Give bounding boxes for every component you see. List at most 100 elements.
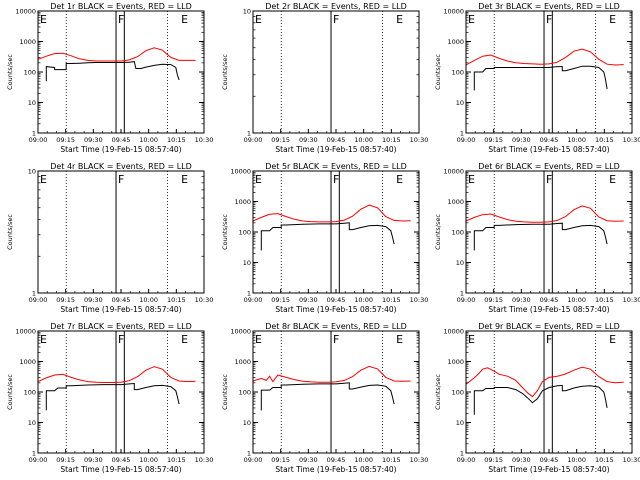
series-events-line <box>45 382 180 411</box>
y-axis-label: Counts/sec <box>6 54 14 90</box>
y-tick-label: 1 <box>460 290 464 298</box>
y-tick-label: 1 <box>460 450 464 458</box>
y-tick-label: 10 <box>243 259 251 267</box>
y-tick-label: 10 <box>28 168 36 176</box>
x-tick-label: 10:30 <box>410 296 429 304</box>
x-tick-label: 10:00 <box>139 456 158 464</box>
y-tick-label: 100 <box>452 229 464 237</box>
x-tick-label: 09:15 <box>484 136 503 144</box>
y-axis-label: Counts/sec <box>434 214 442 250</box>
x-tick-label: 09:30 <box>84 296 103 304</box>
x-tick-label: 09:15 <box>271 296 290 304</box>
marker-label-3: E <box>396 333 403 346</box>
x-axis-label: Start Time (19-Feb-15 08:57:40) <box>275 145 396 154</box>
marker-label-3: E <box>609 333 616 346</box>
series-events-line <box>45 61 180 82</box>
x-tick-label: 10:15 <box>167 296 186 304</box>
panel-title: Det 3r BLACK = Events, RED = LLD <box>478 2 620 11</box>
x-tick-label: 09:00 <box>244 136 263 144</box>
x-tick-label: 09:30 <box>512 136 531 144</box>
y-tick-label: 1000 <box>234 198 251 206</box>
plot-frame <box>252 10 420 134</box>
panel-title: Det 9r BLACK = Events, RED = LLD <box>478 322 620 331</box>
y-axis-label: Counts/sec <box>6 214 14 250</box>
x-tick-label: 10:15 <box>595 136 614 144</box>
x-tick-label: 09:45 <box>112 456 131 464</box>
y-tick-label: 100 <box>24 389 36 397</box>
marker-label-2: F <box>546 13 552 26</box>
series-events-line <box>473 384 608 415</box>
x-tick-label: 10:15 <box>382 296 401 304</box>
x-tick-label: 10:15 <box>382 136 401 144</box>
x-tick-label: 09:15 <box>56 456 75 464</box>
series-lld-line <box>37 47 196 62</box>
x-tick-label: 09:00 <box>244 456 263 464</box>
x-tick-label: 10:00 <box>567 136 586 144</box>
x-tick-label: 10:00 <box>567 296 586 304</box>
x-tick-label: 10:30 <box>410 136 429 144</box>
marker-label-3: E <box>181 13 188 26</box>
series-events-line <box>260 222 395 251</box>
y-tick-label: 1 <box>460 130 464 138</box>
x-tick-label: 09:45 <box>327 296 346 304</box>
series-lld-line <box>37 366 196 383</box>
y-tick-label: 100 <box>452 69 464 77</box>
x-tick-label: 10:00 <box>567 456 586 464</box>
x-tick-label: 10:15 <box>382 456 401 464</box>
x-tick-label: 10:30 <box>623 136 640 144</box>
marker-label-1: E <box>468 173 475 186</box>
x-tick-label: 09:00 <box>244 296 263 304</box>
x-axis-label: Start Time (19-Feb-15 08:57:40) <box>60 145 181 154</box>
x-axis-label: Start Time (19-Feb-15 08:57:40) <box>488 145 609 154</box>
x-tick-label: 09:30 <box>299 456 318 464</box>
marker-label-1: E <box>468 333 475 346</box>
panel-title: Det 2r BLACK = Events, RED = LLD <box>265 2 407 11</box>
plot-frame <box>465 170 633 294</box>
x-tick-label: 09:15 <box>271 136 290 144</box>
x-tick-label: 09:30 <box>299 296 318 304</box>
plot-frame <box>252 170 420 294</box>
marker-label-1: E <box>468 13 475 26</box>
x-tick-label: 09:15 <box>271 456 290 464</box>
y-tick-label: 10000 <box>15 8 36 16</box>
plot-frame <box>465 10 633 134</box>
series-events-line <box>260 382 395 411</box>
y-axis-label: Counts/sec <box>6 374 14 410</box>
x-tick-label: 09:30 <box>299 136 318 144</box>
y-tick-label: 10 <box>28 419 36 427</box>
marker-label-2: F <box>118 173 124 186</box>
x-tick-label: 09:15 <box>56 136 75 144</box>
y-tick-label: 1000 <box>234 358 251 366</box>
marker-label-3: E <box>181 173 188 186</box>
y-tick-label: 1 <box>247 130 251 138</box>
series-lld-line <box>465 366 624 398</box>
y-tick-label: 1000 <box>447 358 464 366</box>
x-tick-label: 09:15 <box>484 296 503 304</box>
series-lld-line <box>465 205 624 223</box>
x-tick-label: 09:00 <box>457 456 476 464</box>
marker-label-1: E <box>255 173 262 186</box>
y-axis-label: Counts/sec <box>221 54 229 90</box>
x-tick-label: 09:45 <box>540 456 559 464</box>
y-tick-label: 10 <box>456 419 464 427</box>
y-tick-label: 1 <box>32 450 36 458</box>
y-axis-label: Counts/sec <box>434 54 442 90</box>
y-tick-label: 10000 <box>443 328 464 336</box>
y-tick-label: 10000 <box>15 328 36 336</box>
x-tick-label: 10:15 <box>167 136 186 144</box>
x-tick-label: 09:00 <box>457 136 476 144</box>
y-tick-label: 1 <box>32 290 36 298</box>
marker-label-2: F <box>333 333 339 346</box>
y-tick-label: 100 <box>24 69 36 77</box>
x-tick-label: 10:30 <box>195 296 214 304</box>
x-tick-label: 09:15 <box>484 456 503 464</box>
plot-frame <box>252 330 420 454</box>
y-tick-label: 100 <box>239 229 251 237</box>
